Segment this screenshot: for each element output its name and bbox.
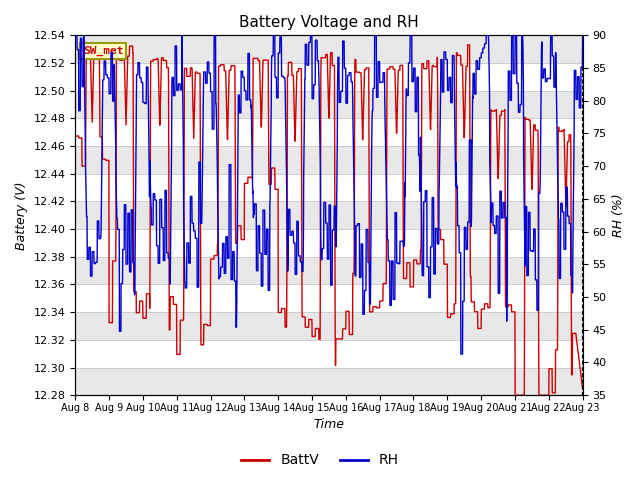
Y-axis label: Battery (V): Battery (V) (15, 181, 28, 250)
Bar (76, 36, 582, 63)
Bar (76, 91, 582, 119)
Legend: BattV, RH: BattV, RH (236, 448, 404, 473)
Bar (76, 312, 582, 340)
Bar (76, 368, 582, 395)
Y-axis label: RH (%): RH (%) (612, 193, 625, 237)
Bar (76, 257, 582, 285)
Text: SW_met: SW_met (83, 46, 124, 56)
Bar (76, 146, 582, 174)
Title: Battery Voltage and RH: Battery Voltage and RH (239, 15, 419, 30)
X-axis label: Time: Time (314, 419, 344, 432)
Bar (76, 202, 582, 229)
